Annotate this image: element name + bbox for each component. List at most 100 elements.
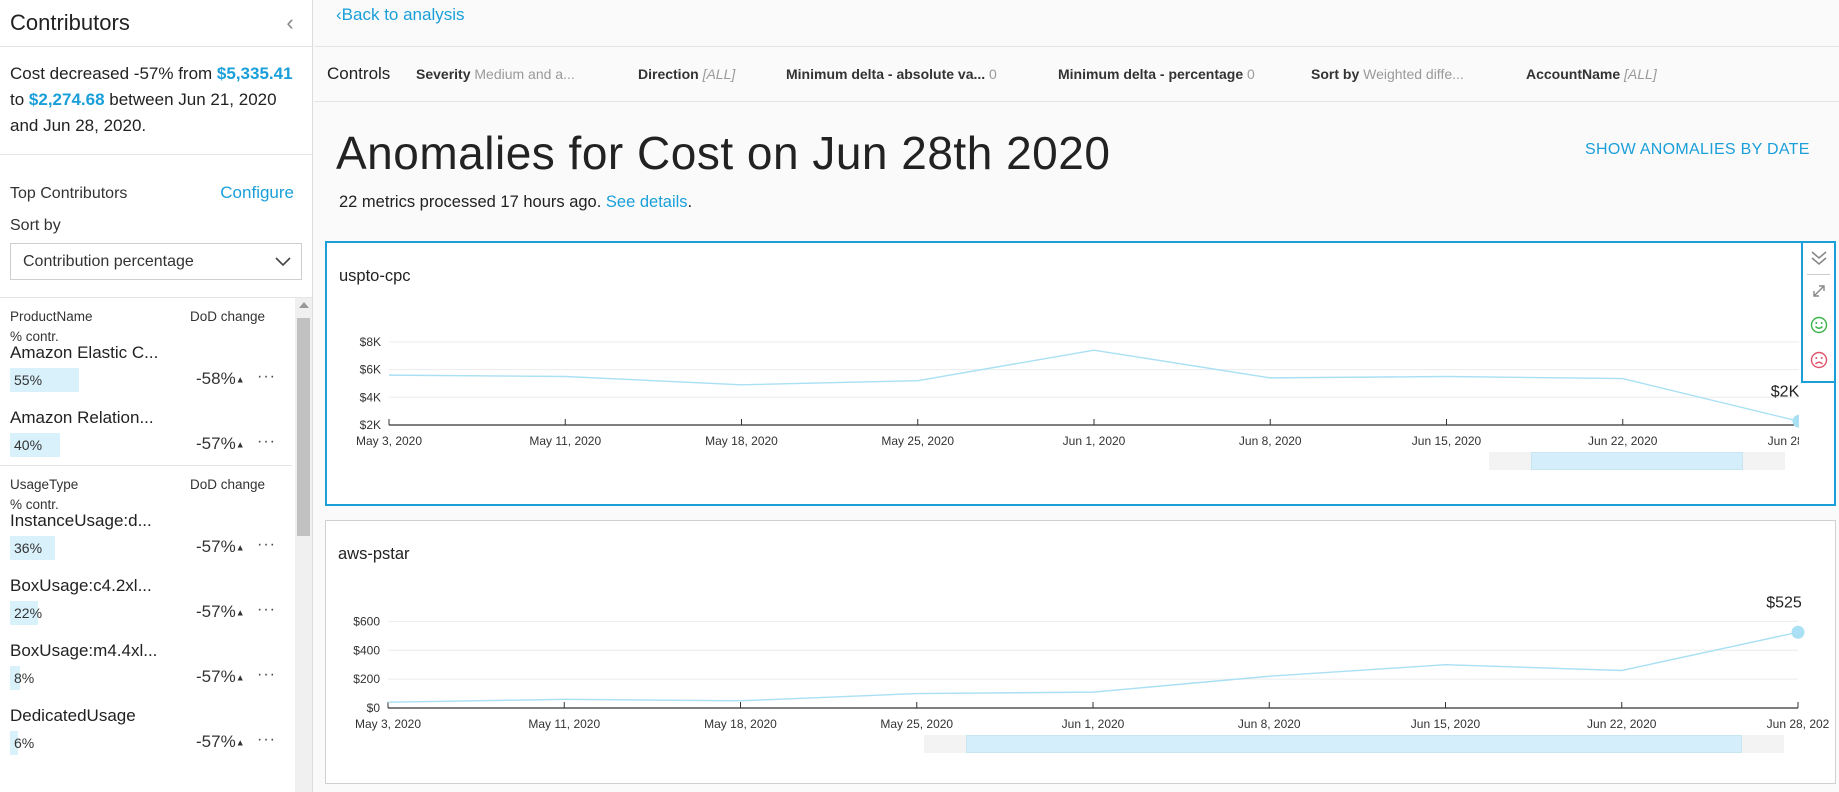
- scrollbar-thumb[interactable]: [297, 318, 310, 536]
- y-tick-label: $0: [367, 701, 381, 715]
- configure-link[interactable]: Configure: [220, 183, 294, 202]
- anomaly-panel-uspto-cpc[interactable]: uspto-cpc $2K $4K $6K $8K May 3, 2020 May 11,…: [325, 241, 1836, 506]
- contribution-bar: 40%: [10, 433, 60, 457]
- up-triangle-icon: ▲: [235, 374, 245, 385]
- list-item[interactable]: BoxUsage:c4.2xl... 22% -57%▲ ···: [0, 568, 312, 633]
- y-tick-label: $2K: [360, 418, 381, 432]
- x-tick-label: Jun 15, 2020: [1411, 717, 1481, 731]
- control-min-delta-absolute[interactable]: Minimum delta - absolute va... 0: [786, 66, 997, 82]
- range-selector[interactable]: [966, 735, 1742, 753]
- controls-bar: Controls Severity Medium and a... Direct…: [314, 48, 1839, 102]
- up-triangle-icon: ▲: [235, 607, 245, 618]
- collapse-sidebar-icon[interactable]: ‹: [286, 10, 294, 35]
- list-item[interactable]: BoxUsage:m4.4xl... 8% -57%▲ ···: [0, 633, 312, 698]
- x-tick-label: May 3, 2020: [355, 717, 421, 731]
- dod-change: -57%▲: [196, 537, 245, 556]
- x-tick-label: May 18, 2020: [704, 717, 777, 731]
- x-tick-label: Jun 8, 2020: [1239, 434, 1302, 448]
- controls-title: Controls: [327, 64, 391, 83]
- smiley-happy-icon[interactable]: [1803, 310, 1834, 340]
- control-direction[interactable]: Direction [ALL]: [638, 66, 736, 82]
- x-tick-label: May 25, 2020: [880, 717, 953, 731]
- scrollbar[interactable]: [295, 298, 312, 792]
- chevron-left-icon: ‹: [336, 5, 342, 24]
- expand-icon[interactable]: [1803, 276, 1834, 306]
- line-chart-uspto-cpc[interactable]: $2K $4K $6K $8K May 3, 2020 May 11, 2020 May 1…: [327, 273, 1799, 503]
- sort-by-label: Sort by: [10, 217, 61, 234]
- group-header: ProductName % contr. DoD change: [10, 309, 266, 344]
- end-value-label: $2K: [1771, 383, 1799, 400]
- list-item[interactable]: Amazon Relation... 40% -57%▲ ···: [0, 400, 312, 465]
- see-details-link[interactable]: See details: [605, 193, 688, 211]
- control-sort-by[interactable]: Sort by Weighted diffe...: [1311, 66, 1464, 82]
- contribution-bar: 22%: [10, 601, 42, 625]
- up-triangle-icon: ▲: [235, 439, 245, 450]
- to-value: $2,274.68: [28, 90, 105, 109]
- top-contributors-label: Top Contributors: [10, 185, 128, 202]
- line-chart-aws-pstar[interactable]: $0 $200 $400 $600 May 3, 2020 May 11, 2020 May…: [326, 551, 1836, 781]
- sidebar-title: Contributors: [10, 10, 130, 35]
- series-line: [387, 631, 1799, 703]
- sidebar-header: Contributors ‹: [0, 0, 312, 47]
- dod-change: -57%▲: [196, 434, 245, 453]
- group-product-name: ProductName % contr. DoD change Amazon E…: [0, 298, 312, 465]
- divider: [0, 465, 292, 466]
- more-icon[interactable]: ···: [257, 368, 276, 385]
- x-tick-label: Jun 8, 2020: [1238, 717, 1301, 731]
- contribution-bar: 8%: [10, 666, 34, 690]
- x-tick-label: Jun 22, 2020: [1587, 717, 1657, 731]
- chevron-down-icon: [275, 256, 291, 266]
- x-tick-label: Jun 15, 2020: [1412, 434, 1482, 448]
- smiley-sad-icon[interactable]: [1803, 345, 1834, 375]
- range-selector[interactable]: [1531, 452, 1743, 470]
- dod-change: -57%▲: [196, 602, 245, 621]
- control-severity[interactable]: Severity Medium and a...: [416, 66, 575, 82]
- contributors-sidebar: Contributors ‹ Cost decreased -57% from …: [0, 0, 313, 792]
- y-tick-label: $400: [353, 643, 380, 657]
- show-anomalies-by-date-button[interactable]: SHOW ANOMALIES BY DATE: [1585, 141, 1810, 158]
- y-tick-label: $6K: [360, 363, 381, 377]
- dod-change: -57%▲: [196, 667, 245, 686]
- dod-change: -58%▲: [196, 369, 245, 388]
- divider: [1807, 274, 1830, 275]
- x-tick-label: May 11, 2020: [528, 717, 600, 731]
- from-value: $5,335.41: [216, 64, 293, 83]
- up-triangle-icon: ▲: [235, 672, 245, 683]
- dod-change: -57%▲: [196, 732, 245, 751]
- anomaly-panel-aws-pstar[interactable]: aws-pstar $0 $200 $400 $600 May 3, 2020 May 1…: [325, 520, 1836, 784]
- scroll-up-icon[interactable]: [299, 302, 309, 308]
- x-tick-label: Jun 1, 2020: [1063, 434, 1126, 448]
- panel-title: aws-pstar: [338, 545, 410, 563]
- x-tick-label: May 18, 2020: [705, 434, 778, 448]
- contribution-bar: 36%: [10, 536, 55, 560]
- control-account-name[interactable]: AccountName [ALL]: [1526, 66, 1657, 82]
- more-icon[interactable]: ···: [257, 731, 276, 748]
- x-tick-label: May 3, 2020: [356, 434, 422, 448]
- list-item[interactable]: InstanceUsage:d... 36% -57%▲ ···: [0, 503, 312, 568]
- more-icon[interactable]: ···: [257, 536, 276, 553]
- x-tick-label: Jun 22, 2020: [1588, 434, 1658, 448]
- panel-title: uspto-cpc: [339, 267, 411, 285]
- contributors-list: ProductName % contr. DoD change Amazon E…: [0, 297, 312, 792]
- top-contributors-row: Top Contributors Configure: [0, 155, 312, 209]
- anomaly-point: [1791, 625, 1805, 639]
- list-item[interactable]: Amazon Elastic C... 55% -58%▲ ···: [0, 335, 312, 400]
- more-icon[interactable]: ···: [257, 601, 276, 618]
- more-icon[interactable]: ···: [257, 666, 276, 683]
- anomaly-point: [1792, 414, 1799, 428]
- series-line: [388, 349, 1799, 422]
- x-tick-label: Jun 1, 2020: [1062, 717, 1125, 731]
- x-tick-label: May 25, 2020: [881, 434, 954, 448]
- back-to-analysis-link[interactable]: ‹Back to analysis: [336, 5, 465, 24]
- more-icon[interactable]: ···: [257, 433, 276, 450]
- sort-by-select[interactable]: Contribution percentage: [10, 243, 302, 280]
- x-tick-label: May 11, 2020: [529, 434, 601, 448]
- x-tick-label: Jun 28, 202: [1767, 717, 1830, 731]
- end-value-label: $525: [1766, 594, 1802, 611]
- list-item[interactable]: DedicatedUsage 6% -57%▲ ···: [0, 698, 312, 763]
- y-tick-label: $8K: [360, 335, 381, 349]
- control-min-delta-percentage[interactable]: Minimum delta - percentage 0: [1058, 66, 1255, 82]
- x-tick-label: Jun 28, 202: [1768, 434, 1799, 448]
- y-tick-label: $4K: [360, 390, 381, 404]
- double-chevron-down-icon[interactable]: [1803, 243, 1834, 273]
